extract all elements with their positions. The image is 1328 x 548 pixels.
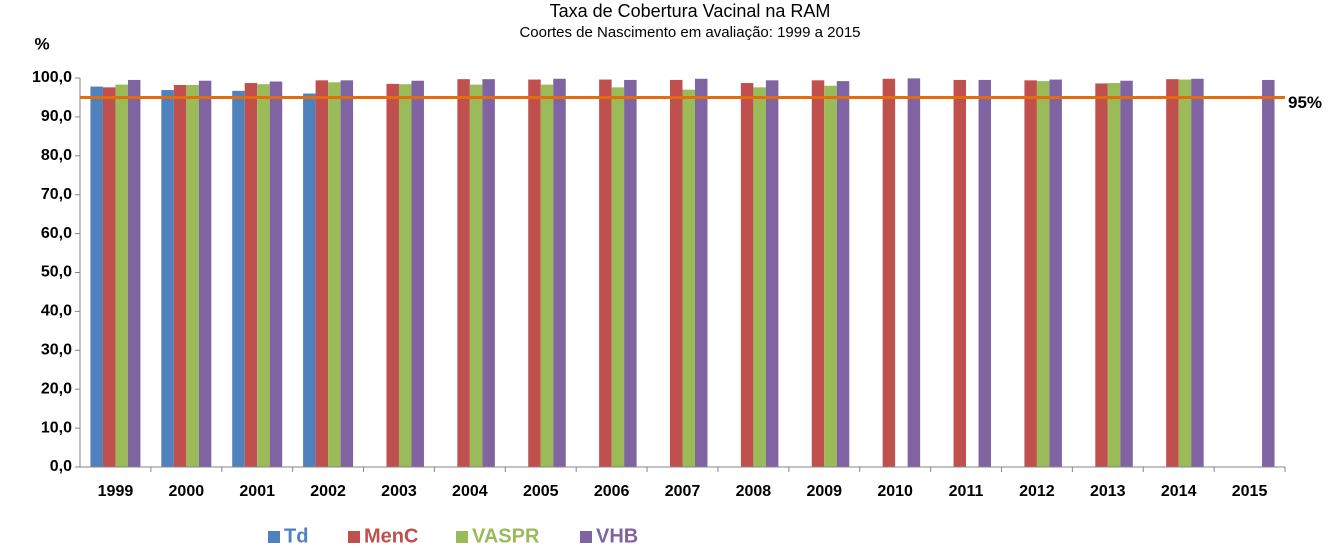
bar xyxy=(482,79,495,468)
bar xyxy=(1120,80,1133,468)
bar xyxy=(1191,78,1204,467)
legend-swatch xyxy=(580,531,592,543)
bar xyxy=(599,79,612,467)
legend-label: VASPR xyxy=(472,525,540,547)
chart-subtitle: Coortes de Nascimento em avaliação: 1999… xyxy=(519,24,860,41)
bar xyxy=(1095,83,1108,468)
x-tick-label: 2010 xyxy=(877,483,913,500)
chart-title: Taxa de Cobertura Vacinal na RAM xyxy=(550,1,831,21)
bar xyxy=(540,84,554,467)
bar xyxy=(340,80,354,468)
x-tick-label: 2011 xyxy=(949,483,984,500)
legend-swatch xyxy=(268,531,280,543)
x-tick-label: 2012 xyxy=(1019,483,1055,500)
bar xyxy=(457,79,470,468)
bar xyxy=(1024,80,1037,468)
bar xyxy=(1107,83,1121,467)
bar xyxy=(528,79,541,467)
y-tick-label: 50,0 xyxy=(41,264,72,281)
bar xyxy=(682,89,695,468)
bar xyxy=(386,83,399,468)
legend-label: Td xyxy=(284,525,308,547)
bar xyxy=(1178,79,1192,467)
bar xyxy=(257,84,270,467)
legend-swatch xyxy=(348,531,360,543)
x-tick-label: 1999 xyxy=(98,483,134,500)
bar xyxy=(836,81,850,467)
x-tick-label: 2004 xyxy=(452,483,488,500)
bar xyxy=(90,86,103,468)
bar xyxy=(232,90,245,467)
y-tick-label: 60,0 xyxy=(41,225,72,242)
y-tick-label: 30,0 xyxy=(41,342,72,359)
bar xyxy=(161,90,174,468)
y-tick-label: 80,0 xyxy=(41,147,72,164)
bar xyxy=(269,81,283,467)
bar xyxy=(811,80,825,468)
legend-label: MenC xyxy=(364,525,418,547)
bar xyxy=(186,85,199,467)
bar xyxy=(1036,81,1050,467)
bar xyxy=(978,79,992,467)
bar xyxy=(173,85,187,467)
bar xyxy=(328,82,341,468)
bar xyxy=(753,87,766,467)
x-tick-label: 2009 xyxy=(806,483,842,500)
bar xyxy=(824,85,837,467)
y-tick-label: 20,0 xyxy=(41,380,72,397)
x-tick-label: 2013 xyxy=(1090,483,1126,500)
x-tick-label: 2003 xyxy=(381,483,417,500)
bar xyxy=(740,83,754,467)
bar xyxy=(411,80,424,468)
bar xyxy=(303,93,316,467)
bar xyxy=(907,78,921,467)
x-tick-label: 2014 xyxy=(1161,483,1197,500)
bar xyxy=(398,84,412,467)
y-tick-label: 10,0 xyxy=(41,419,72,436)
y-tick-label: 100,0 xyxy=(32,69,72,86)
bar xyxy=(198,80,212,468)
bar xyxy=(553,78,566,467)
bar xyxy=(127,79,141,467)
legend-swatch xyxy=(456,531,468,543)
bar xyxy=(611,87,625,467)
bar xyxy=(469,84,483,467)
x-tick-label: 2008 xyxy=(736,483,772,500)
y-tick-label: 70,0 xyxy=(41,186,72,203)
bar xyxy=(882,78,896,467)
x-tick-label: 2015 xyxy=(1232,483,1268,500)
reference-label: 95% xyxy=(1288,93,1322,112)
y-axis-label: % xyxy=(34,34,49,53)
bar xyxy=(765,80,779,468)
bar xyxy=(695,78,708,467)
bar xyxy=(315,80,329,468)
x-tick-label: 2000 xyxy=(169,483,205,500)
bar xyxy=(953,79,967,467)
x-tick-label: 2002 xyxy=(310,483,346,500)
bar xyxy=(624,79,637,467)
x-tick-label: 2007 xyxy=(665,483,701,500)
y-tick-label: 0,0 xyxy=(50,458,72,475)
x-tick-label: 2005 xyxy=(523,483,559,500)
y-tick-label: 40,0 xyxy=(41,303,72,320)
legend-label: VHB xyxy=(596,525,638,547)
bar xyxy=(115,84,128,467)
bar xyxy=(244,83,258,467)
bar xyxy=(1262,79,1275,467)
bar xyxy=(102,87,116,467)
bar xyxy=(1049,79,1062,467)
x-tick-label: 2001 xyxy=(239,483,275,500)
bar xyxy=(670,79,683,467)
bar xyxy=(1166,79,1179,468)
x-tick-label: 2006 xyxy=(594,483,630,500)
y-tick-label: 90,0 xyxy=(41,108,72,125)
